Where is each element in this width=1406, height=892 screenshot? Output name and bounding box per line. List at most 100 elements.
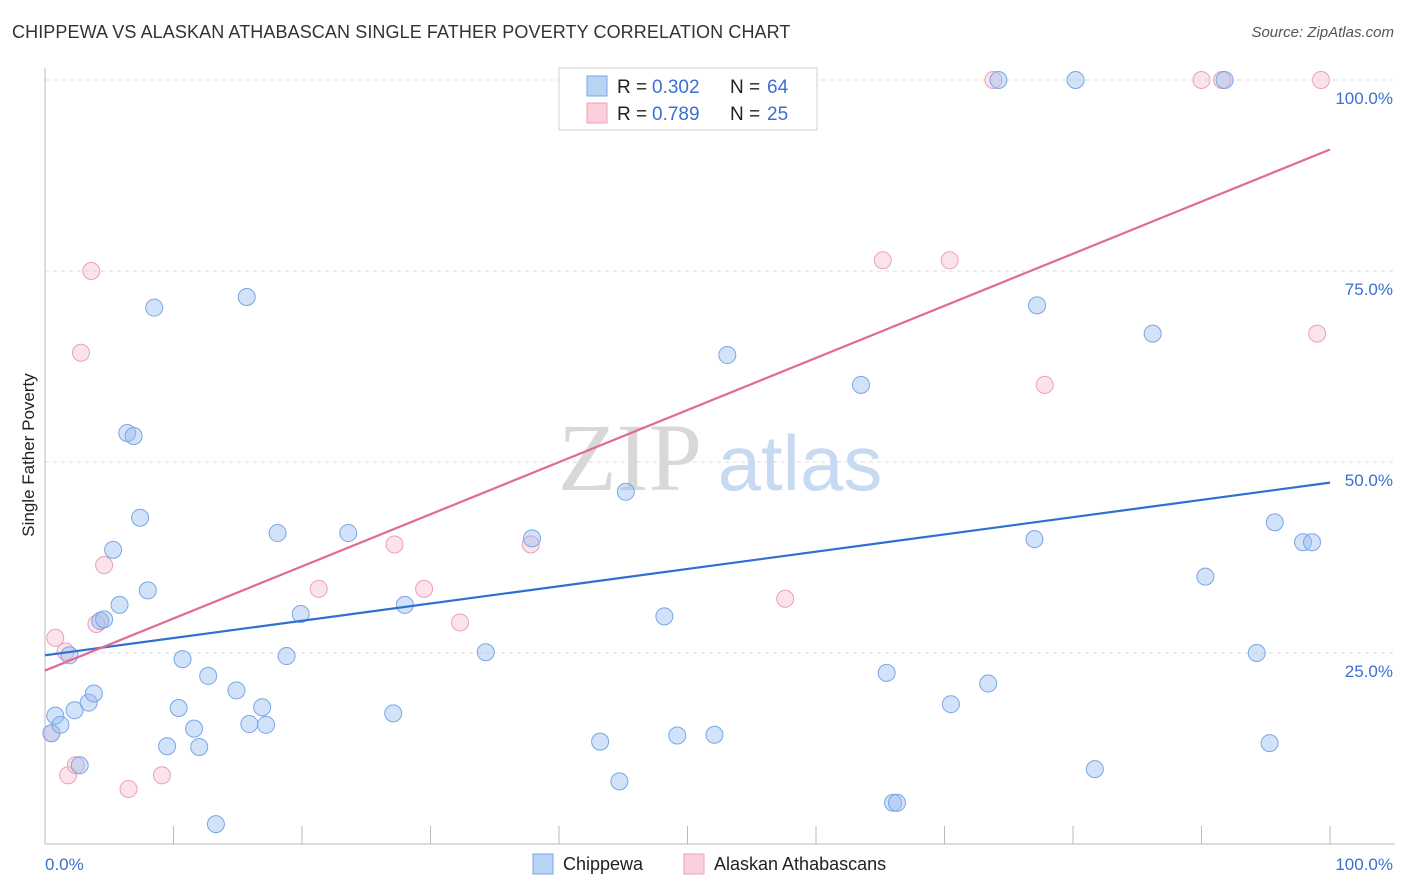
chippewa-point-54 — [1066, 71, 1085, 89]
athabascan-trend-line — [44, 148, 1331, 672]
x-tick-label-0: 0.0% — [45, 855, 84, 874]
chart-title: CHIPPEWA VS ALASKAN ATHABASCAN SINGLE FA… — [12, 22, 791, 42]
athabascan-point-6 — [82, 262, 101, 280]
legend-n-label-1: N = — [730, 77, 760, 98]
watermark-zip: ZIP — [558, 404, 702, 511]
chippewa-point-11 — [110, 595, 129, 614]
chippewa-point-17 — [158, 737, 177, 756]
chippewa-point-13 — [124, 427, 143, 446]
athabascan-point-21 — [1192, 71, 1211, 89]
chippewa-point-21 — [190, 737, 209, 756]
chippewa-point-19 — [173, 650, 192, 669]
y-tick-label-3: 100.0% — [1335, 89, 1393, 108]
x-tick-label-1: 100.0% — [1335, 855, 1393, 874]
data-points — [42, 71, 1331, 834]
correlation-legend: R = 0.302 N = 64 R = 0.789 N = 25 — [558, 67, 818, 131]
chippewa-point-35 — [476, 643, 495, 662]
athabascan-point-18 — [940, 251, 959, 270]
chippewa-point-58 — [1215, 71, 1234, 89]
chippewa-point-49 — [941, 695, 960, 714]
y-tick-label-2: 75.0% — [1345, 280, 1393, 299]
chippewa-point-23 — [206, 815, 225, 834]
athabascan-point-15 — [521, 535, 540, 554]
chippewa-point-51 — [989, 71, 1008, 89]
chippewa-point-47 — [884, 793, 903, 812]
athabascan-point-17 — [873, 251, 892, 270]
y-tick-label-1: 50.0% — [1345, 471, 1393, 490]
chippewa-point-33 — [384, 704, 403, 723]
chippewa-point-16 — [145, 298, 164, 317]
athabascan-point-10 — [152, 766, 171, 785]
chippewa-point-63 — [1303, 533, 1322, 552]
chippewa-point-14 — [131, 508, 150, 527]
athabascan-point-5 — [71, 343, 90, 362]
athabascan-point-14 — [451, 613, 470, 632]
chippewa-point-6 — [79, 693, 98, 712]
chippewa-point-25 — [237, 287, 256, 306]
athabascan-point-3 — [59, 766, 78, 785]
athabascan-point-20 — [1035, 375, 1054, 394]
athabascan-point-24 — [1312, 71, 1331, 89]
legend-r-value-1: 0.302 — [652, 77, 700, 98]
chippewa-point-18 — [169, 699, 188, 718]
legend-r-label-2: R = — [617, 104, 647, 125]
bottom-legend-label-athabascan: Alaskan Athabascans — [714, 854, 886, 874]
athabascan-point-9 — [119, 779, 138, 798]
y-axis-label: Single Father Poverty — [19, 373, 38, 537]
source-label: Source: ZipAtlas.com — [1251, 24, 1394, 41]
legend-n-value-1: 64 — [767, 77, 789, 98]
chippewa-point-44 — [718, 346, 737, 365]
athabascan-point-19 — [984, 71, 1003, 89]
chippewa-point-5 — [70, 756, 89, 775]
chippewa-point-7 — [84, 684, 103, 703]
legend-swatch-chippewa — [586, 75, 608, 97]
y-tick-label-0: 25.0% — [1345, 662, 1393, 681]
series-legend: Chippewa Alaskan Athabascans — [532, 853, 886, 875]
chippewa-point-56 — [1143, 324, 1162, 343]
chippewa-point-1 — [46, 706, 65, 725]
chippewa-point-48 — [887, 793, 906, 812]
chippewa-point-42 — [668, 726, 687, 745]
chippewa-point-20 — [185, 719, 204, 738]
chippewa-point-50 — [979, 674, 998, 693]
legend-r-label-1: R = — [617, 77, 647, 98]
chippewa-point-26 — [240, 715, 259, 734]
chippewa-point-59 — [1247, 644, 1266, 662]
chippewa-point-28 — [257, 715, 276, 734]
bottom-legend-label-chippewa: Chippewa — [563, 854, 644, 874]
chippewa-point-43 — [705, 725, 724, 744]
watermark: ZIP atlas — [558, 404, 882, 511]
bottom-legend-swatch-chippewa — [532, 853, 554, 875]
chippewa-point-27 — [253, 698, 272, 717]
chippewa-point-30 — [277, 647, 296, 666]
legend-n-label-2: N = — [730, 104, 760, 125]
chippewa-point-24 — [227, 681, 246, 700]
athabascan-point-8 — [95, 556, 114, 575]
chippewa-point-36 — [523, 529, 542, 548]
bottom-legend-swatch-athabascan — [683, 853, 705, 875]
athabascan-point-4 — [66, 756, 85, 775]
chippewa-point-34 — [395, 595, 414, 614]
athabascan-point-12 — [385, 535, 404, 554]
chippewa-point-10 — [104, 540, 123, 559]
legend-n-value-2: 25 — [767, 104, 788, 125]
chippewa-point-15 — [138, 581, 157, 600]
athabascan-point-23 — [1308, 324, 1327, 343]
athabascan-point-1 — [46, 628, 65, 647]
chippewa-point-39 — [616, 482, 635, 501]
athabascan-point-13 — [415, 579, 434, 598]
axes — [44, 68, 1395, 845]
chippewa-point-38 — [610, 772, 629, 791]
grid-lines — [45, 79, 1395, 654]
watermark-atlas: atlas — [718, 419, 883, 507]
chippewa-point-9 — [95, 610, 114, 629]
chippewa-point-41 — [655, 607, 674, 626]
chippewa-point-32 — [339, 524, 358, 543]
chippewa-point-55 — [1085, 760, 1104, 779]
chippewa-point-2 — [51, 715, 70, 734]
chippewa-point-57 — [1196, 567, 1215, 586]
chippewa-point-37 — [591, 732, 610, 751]
chippewa-point-29 — [268, 524, 287, 543]
chippewa-point-4 — [65, 701, 84, 720]
